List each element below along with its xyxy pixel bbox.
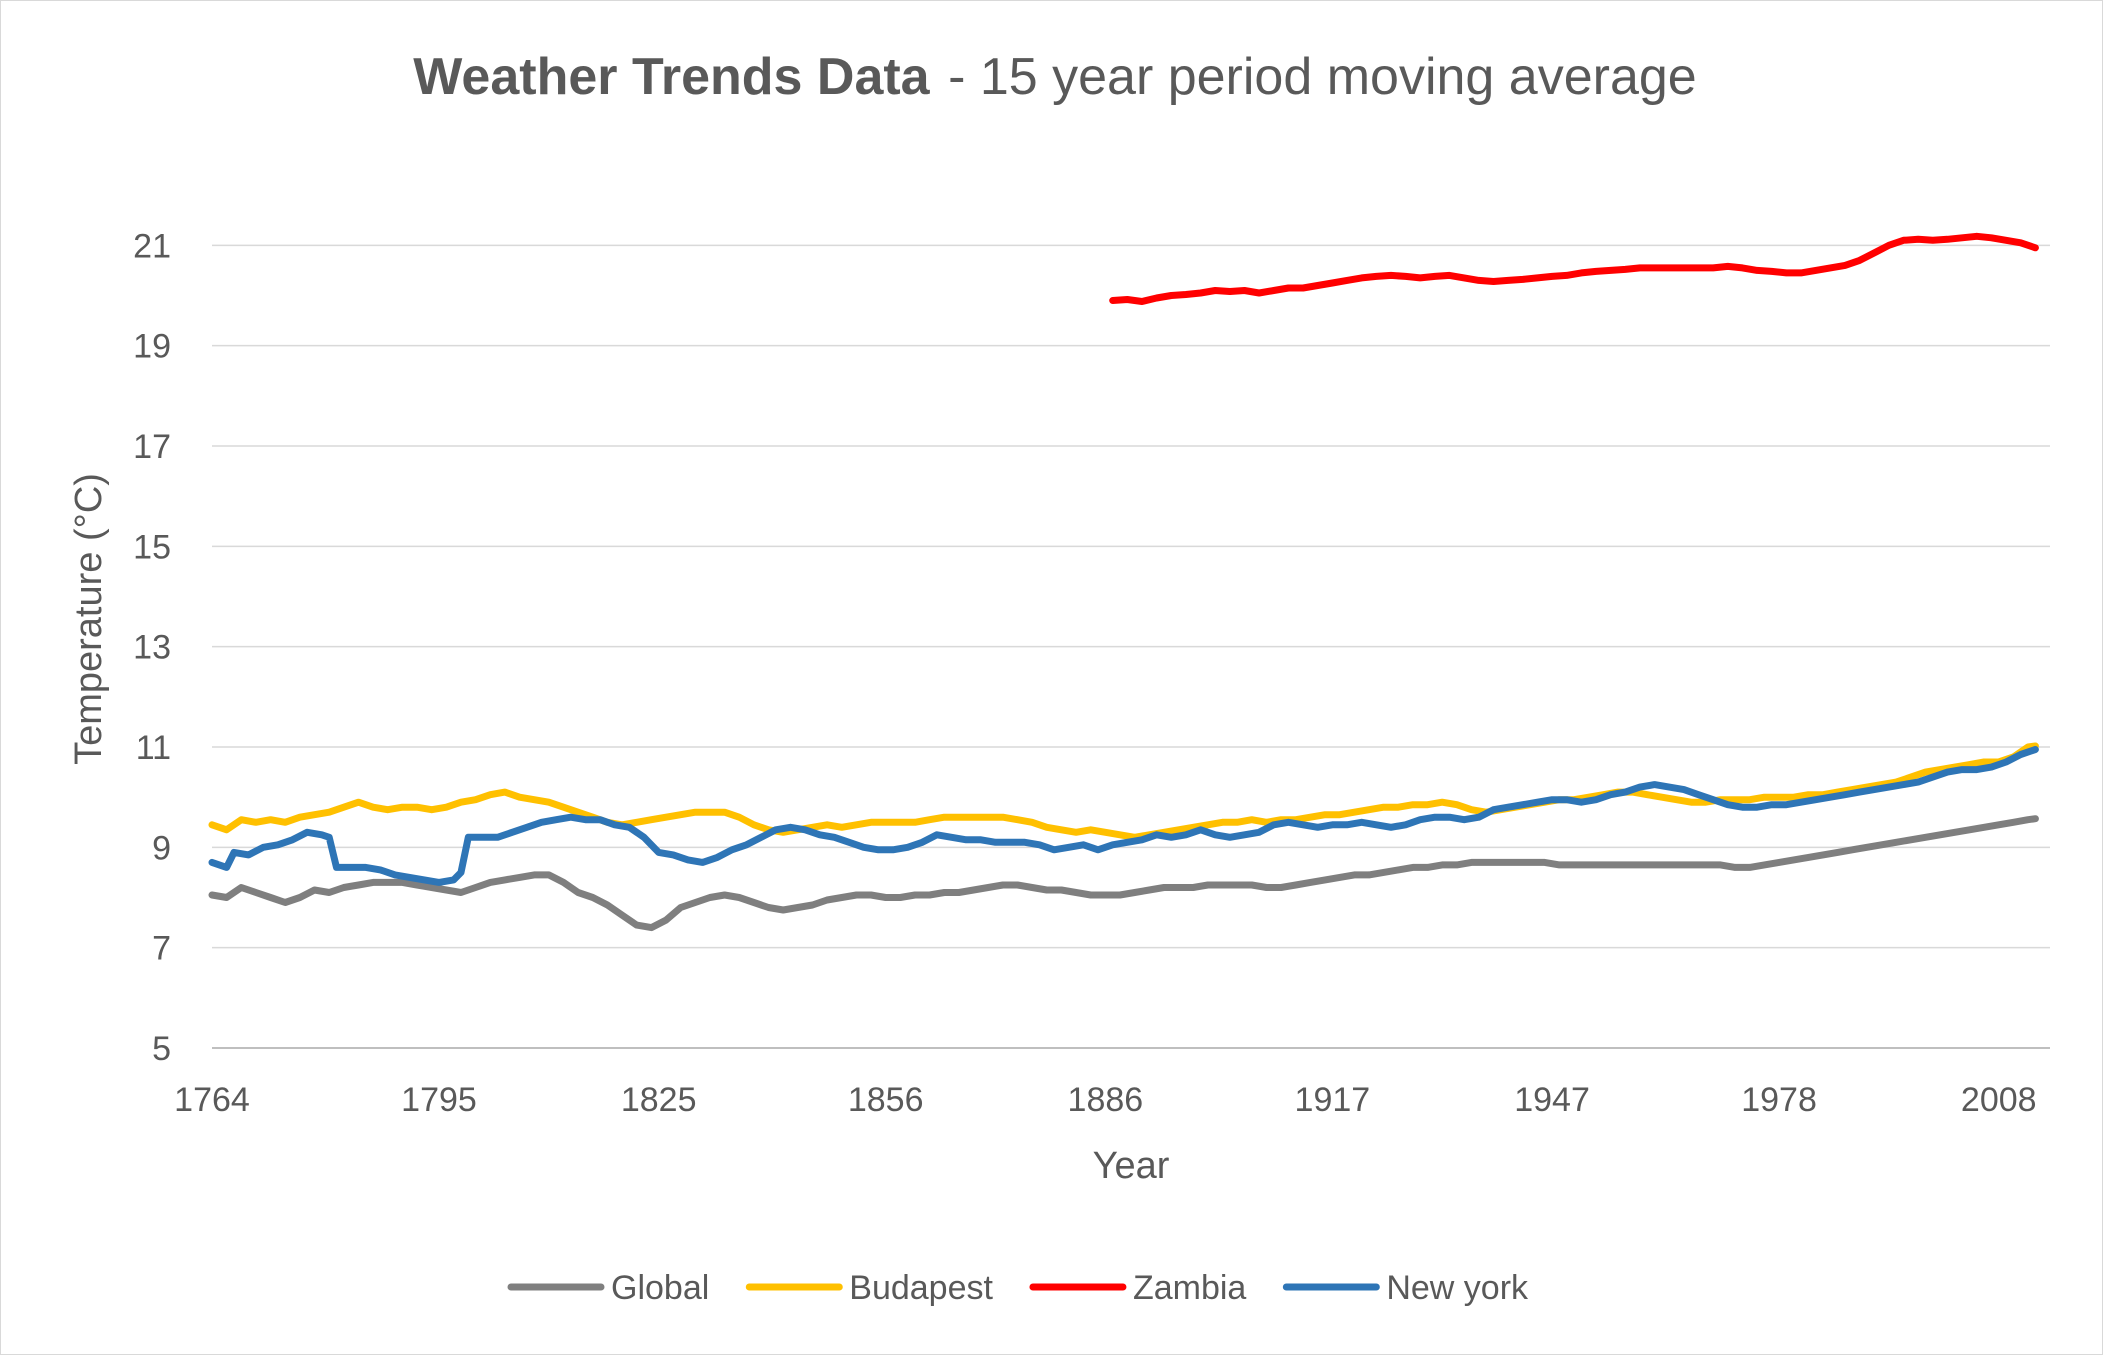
series-line-zambia bbox=[1109, 232, 2039, 305]
y-tick-label: 5 bbox=[152, 1030, 171, 1068]
y-tick-label: 15 bbox=[133, 528, 171, 566]
chart-subtitle: - 15 year period moving average bbox=[948, 48, 1697, 106]
x-tick-label: 1886 bbox=[1068, 1081, 1144, 1119]
y-tick-label: 21 bbox=[133, 227, 171, 265]
y-tick-label: 19 bbox=[133, 328, 171, 366]
x-tick-label: 1795 bbox=[401, 1081, 477, 1119]
x-tick-label: 1764 bbox=[174, 1081, 250, 1119]
x-tick-label: 2008 bbox=[1961, 1081, 2037, 1119]
y-tick-label: 11 bbox=[136, 729, 171, 767]
y-tick-label: 17 bbox=[133, 428, 171, 466]
legend-label-new-york: New york bbox=[1386, 1269, 1529, 1307]
x-tick-label: 1978 bbox=[1741, 1081, 1817, 1119]
series-line-budapest bbox=[208, 742, 2039, 841]
y-axis-title: Temperature (°C) bbox=[68, 473, 110, 765]
y-tick-label: 7 bbox=[152, 930, 171, 968]
legend-label-global: Global bbox=[611, 1269, 709, 1307]
x-tick-label: 1825 bbox=[621, 1081, 697, 1119]
legend-label-budapest: Budapest bbox=[849, 1269, 993, 1307]
x-axis-title: Year bbox=[1093, 1145, 1170, 1187]
x-tick-label: 1917 bbox=[1295, 1081, 1371, 1119]
legend-label-zambia: Zambia bbox=[1133, 1269, 1246, 1307]
gridlines bbox=[212, 244, 2050, 1049]
x-tick-label: 1947 bbox=[1514, 1081, 1590, 1119]
x-axis-ticks: 1764 1795 1825 1856 1886 1917 1947 1978 2008 bbox=[174, 1081, 2036, 1119]
series-line-new-york bbox=[208, 746, 2039, 886]
chart-title: Weather Trends Data bbox=[413, 48, 930, 106]
series-lines bbox=[208, 232, 2039, 932]
series-line-global bbox=[208, 815, 2039, 932]
chart-title-line: Weather Trends Data - 15 year period mov… bbox=[413, 48, 1696, 106]
y-axis-ticks: 5 7 9 11 13 15 17 19 21 bbox=[133, 227, 171, 1068]
y-tick-label: 13 bbox=[133, 629, 171, 667]
x-tick-label: 1856 bbox=[848, 1081, 924, 1119]
legend: Global Budapest Zambia New york bbox=[507, 1269, 1529, 1307]
y-tick-label: 9 bbox=[152, 829, 171, 867]
